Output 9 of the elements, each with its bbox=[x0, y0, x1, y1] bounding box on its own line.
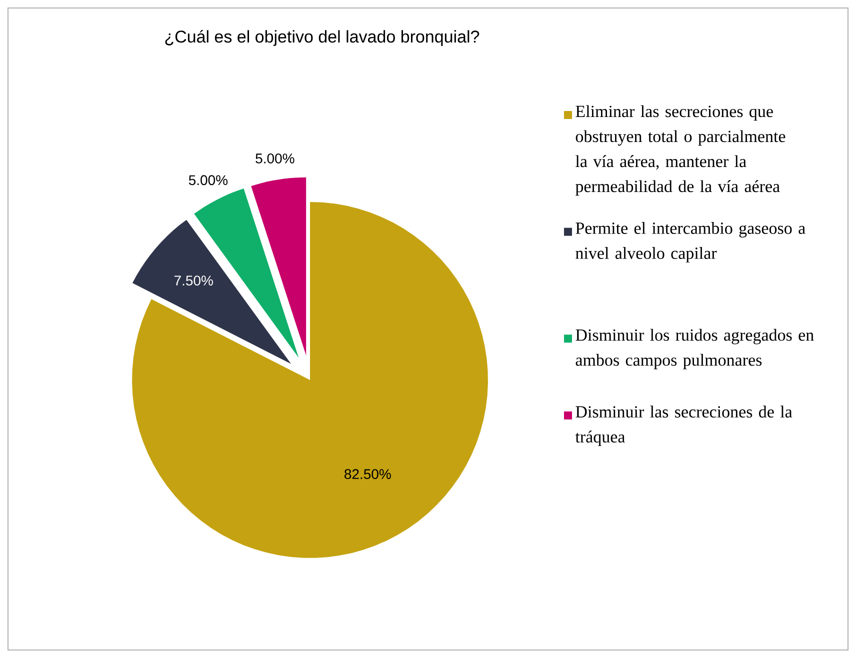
legend-label: Disminuir las secreciones de la tráquea bbox=[575, 406, 792, 446]
chart-title: ¿Cuál es el objetivo del lavado bronquial? bbox=[165, 30, 480, 46]
legend-label: Disminuir los ruidos agregados en ambos campos pulmonares bbox=[576, 328, 814, 370]
legend-label: Permite el intercambio gaseoso a nivel alveolo capilar bbox=[576, 222, 806, 262]
data-label: 5.00% bbox=[256, 154, 294, 164]
data-label: 82.50% bbox=[344, 469, 391, 480]
legend-label: Eliminar las secreciones que obstruyen total o parcialmente la vía aérea, mantener la permeabilidad de la vía aérea bbox=[575, 105, 786, 196]
data-label: 7.50% bbox=[174, 276, 213, 286]
data-label: 5.00% bbox=[188, 175, 228, 186]
